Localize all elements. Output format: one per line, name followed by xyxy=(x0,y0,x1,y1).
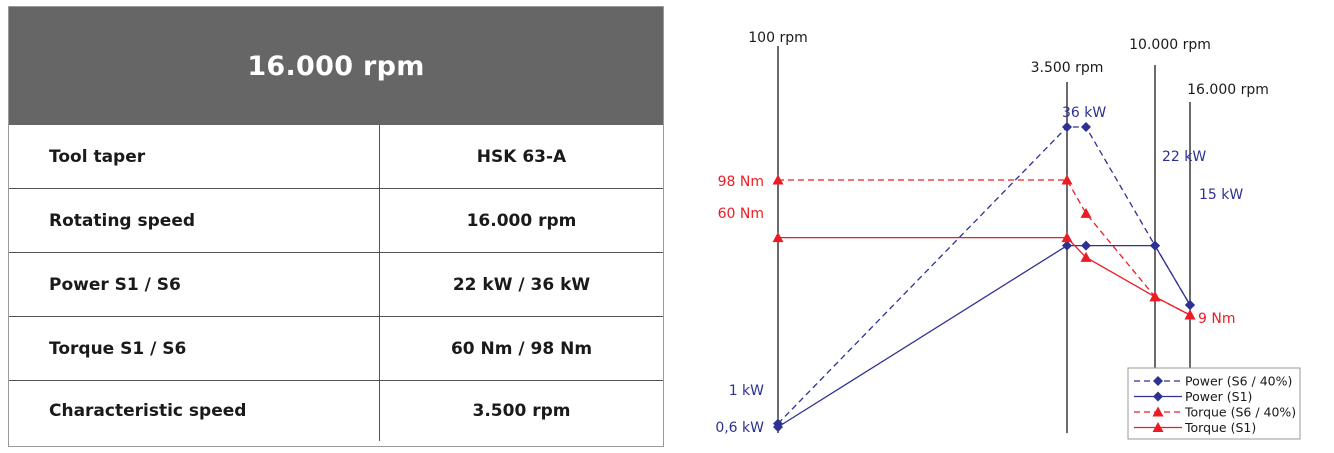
chart-svg: 100 rpm 3.500 rpm 10.000 rpm 16.000 rpm 1 kW… xyxy=(715,30,1301,440)
torque-point-marker xyxy=(1080,207,1092,218)
series-line xyxy=(778,236,1191,316)
speed-marker-label: 10.000 rpm xyxy=(1129,37,1211,53)
series-line xyxy=(778,179,1191,316)
torque-point-marker xyxy=(1184,309,1196,320)
power-point-marker xyxy=(1062,122,1072,132)
torque-point-marker xyxy=(772,232,784,243)
data-label: 15 kW xyxy=(1199,187,1243,203)
speed-marker-label: 3.500 rpm xyxy=(1031,60,1104,76)
power-point-marker xyxy=(1062,240,1072,251)
power-point-marker xyxy=(1153,391,1163,402)
torque-point-marker xyxy=(1061,232,1073,243)
power-point-marker xyxy=(1185,299,1195,310)
legend-label: Torque (S1) xyxy=(1184,420,1256,435)
spec-value: 16.000 rpm xyxy=(379,188,663,253)
power-point-marker xyxy=(1081,122,1091,132)
legend-label: Torque (S6 / 40%) xyxy=(1184,405,1296,420)
data-label: 1 kW xyxy=(729,383,764,399)
spec-table: Tool taper HSK 63-A Rotating speed 16.000 r… xyxy=(9,125,663,441)
data-label: 22 kW xyxy=(1162,149,1206,165)
spec-value: 22 kW / 36 kW xyxy=(379,252,663,317)
spec-value: HSK 63-A xyxy=(379,125,663,189)
data-label: 9 Nm xyxy=(1198,311,1235,327)
data-label: 60 Nm xyxy=(718,206,764,222)
power-point-marker xyxy=(1081,240,1091,251)
power-point-marker xyxy=(1150,240,1160,251)
spec-row: Tool taper HSK 63-A xyxy=(9,125,663,189)
spec-row: Torque S1 / S6 60 Nm / 98 Nm xyxy=(9,316,663,381)
speed-marker-label: 100 rpm xyxy=(748,30,807,46)
spec-value: 3.500 rpm xyxy=(472,401,571,421)
spec-label: Characteristic speed xyxy=(9,380,380,441)
spec-row: Power S1 / S6 22 kW / 36 kW xyxy=(9,252,663,317)
torque-point-marker xyxy=(1061,174,1073,185)
spec-label: Tool taper xyxy=(9,125,380,189)
spec-label: Rotating speed xyxy=(9,188,380,253)
spec-value: 60 Nm / 98 Nm xyxy=(379,316,663,381)
torque-point-marker xyxy=(772,174,784,185)
power-point-marker xyxy=(773,422,783,432)
torque-point-marker xyxy=(1152,422,1164,432)
legend-label: Power (S6 / 40%) xyxy=(1185,374,1292,389)
chart-legend: Power (S6 / 40%)Power (S1)Torque (S6 / 4… xyxy=(1127,367,1301,440)
torque-point-marker xyxy=(1149,291,1161,302)
spec-panel: 16.000 rpm Tool taper HSK 63-A Rotating sp… xyxy=(8,6,664,447)
torque-point-marker xyxy=(1080,251,1092,262)
power-torque-chart: 100 rpm 3.500 rpm 10.000 rpm 16.000 rpm 1 kW… xyxy=(670,0,1334,449)
torque-point-marker xyxy=(1152,406,1164,417)
data-label: 36 kW xyxy=(1062,105,1106,121)
spec-label: Power S1 / S6 xyxy=(9,252,380,317)
legend-label: Power (S1) xyxy=(1185,389,1252,404)
spec-label: Torque S1 / S6 xyxy=(9,316,380,381)
spec-header: 16.000 rpm xyxy=(9,7,663,125)
spec-row: Characteristic speed 3.500 rpm xyxy=(9,380,663,441)
spec-row: Rotating speed 16.000 rpm xyxy=(9,188,663,253)
data-label: 0,6 kW xyxy=(715,420,764,436)
power-point-marker xyxy=(1153,376,1163,386)
speed-marker-label: 16.000 rpm xyxy=(1187,82,1269,98)
data-label: 98 Nm xyxy=(718,174,764,190)
